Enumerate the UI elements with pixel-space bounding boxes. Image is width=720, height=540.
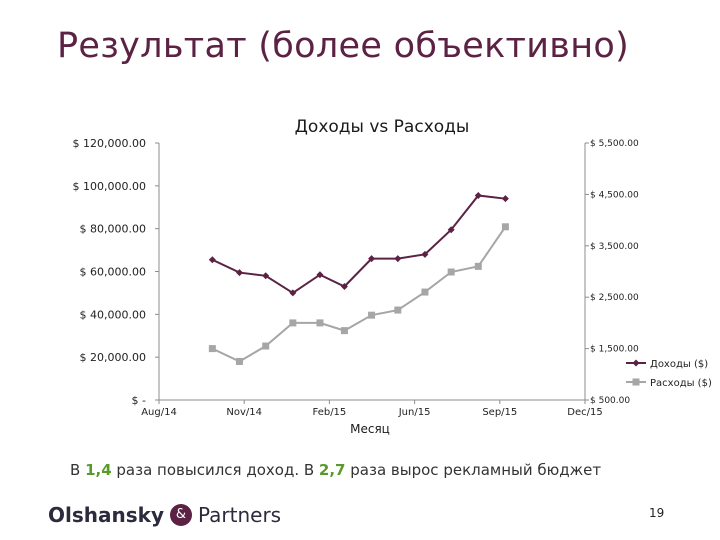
left-tick-label: $ 40,000.00: [80, 308, 146, 321]
caption-text-2: раза повысился доход. В: [111, 461, 319, 479]
revenue-series: [208, 191, 509, 297]
caption-highlight-budget: 2,7: [318, 461, 346, 479]
logo-ampersand-icon: &: [169, 504, 192, 526]
revenue-point: [340, 282, 348, 290]
expenses-line: [211, 226, 507, 363]
page-number: 19: [649, 506, 665, 520]
legend-label: Расходы ($): [650, 378, 712, 389]
expenses-point: [447, 268, 455, 276]
expenses-point: [289, 319, 297, 327]
revenue-point: [289, 289, 297, 297]
x-tick-label: Jun/15: [398, 407, 431, 418]
right-axis-ticks: $ 500.00 $ 1,500.00 $ 2,500.00 $ 3,500.00 $ …: [585, 139, 639, 406]
chart-axes: [158, 143, 586, 401]
chart-title: Доходы vs Расходы: [295, 117, 470, 137]
x-tick-label: Feb/15: [312, 407, 346, 418]
expenses-point: [421, 288, 429, 296]
right-tick-label: $ 4,500.00: [590, 190, 639, 200]
revenue-point: [208, 256, 216, 264]
legend: Доходы ($) Расходы ($): [626, 359, 712, 389]
x-tick-label: Dec/15: [567, 407, 602, 418]
slide-title: Результат (более объективно): [57, 26, 630, 66]
caption-text-1: В: [70, 461, 86, 479]
expenses-point: [340, 327, 348, 335]
caption: В 1,4 раза повысился доход. В 2,7 раза в…: [70, 461, 601, 479]
x-tick-label: Nov/14: [226, 407, 262, 418]
revenue-line: [211, 194, 506, 295]
x-tick-label: Sep/15: [482, 407, 517, 418]
x-axis-ticks: Aug/14 Nov/14 Feb/15 Jun/15 Sep/15 Dec/15: [141, 400, 603, 418]
revenue-point: [262, 272, 270, 280]
left-tick-label: $ 100,000.00: [73, 180, 146, 193]
revenue-point: [501, 195, 509, 203]
series-layer: [208, 191, 509, 365]
right-tick-label: $ 500.00: [590, 396, 630, 406]
expenses-point: [316, 319, 324, 327]
left-tick-label: $ 120,000.00: [73, 137, 146, 150]
logo-text-partners: Partners: [197, 503, 282, 527]
right-tick-label: $ 2,500.00: [590, 293, 639, 303]
caption-highlight-revenue: 1,4: [85, 461, 112, 479]
left-tick-label: $ 60,000.00: [80, 266, 146, 279]
expenses-point: [501, 223, 509, 231]
legend-swatch-marker: [632, 378, 640, 386]
expenses-point: [208, 345, 216, 353]
company-logo: Olshansky & Partners: [48, 500, 281, 530]
logo-text-olshansky: Olshansky: [48, 503, 164, 527]
x-axis-label: Месяц: [350, 422, 390, 436]
expenses-point: [235, 357, 243, 365]
expenses-point: [394, 306, 402, 314]
left-tick-label: $ 20,000.00: [80, 351, 146, 364]
left-tick-label: $ 80,000.00: [80, 223, 146, 236]
right-tick-label: $ 3,500.00: [590, 242, 639, 252]
expenses-point: [262, 342, 270, 350]
legend-label: Доходы ($): [650, 359, 708, 370]
revenue-point: [421, 250, 429, 258]
left-axis-ticks: $ - $ 20,000.00 $ 40,000.00 $ 60,000.00 $ 80…: [73, 137, 159, 407]
revenue-point: [474, 191, 482, 199]
expenses-series: [208, 223, 509, 365]
revenue-point: [368, 255, 376, 263]
caption-text-3: раза вырос рекламный бюджет: [345, 461, 602, 479]
revenue-point: [316, 271, 324, 279]
revenue-point: [235, 269, 243, 277]
right-tick-label: $ 5,500.00: [590, 139, 639, 149]
revenue-point: [447, 226, 455, 234]
x-tick-label: Aug/14: [141, 407, 177, 418]
expenses-point: [474, 262, 482, 270]
legend-swatch-marker: [632, 359, 640, 367]
right-tick-label: $ 1,500.00: [590, 345, 639, 355]
left-tick-label: $ -: [132, 394, 146, 407]
revenue-point: [394, 255, 402, 263]
expenses-point: [368, 311, 376, 319]
